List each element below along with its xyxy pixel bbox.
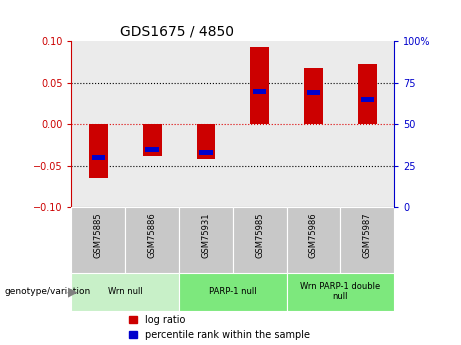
Text: GSM75987: GSM75987 <box>363 212 372 258</box>
Bar <box>287 273 394 310</box>
Legend: log ratio, percentile rank within the sample: log ratio, percentile rank within the sa… <box>130 315 310 340</box>
Text: Wrn PARP-1 double
null: Wrn PARP-1 double null <box>300 282 380 301</box>
Bar <box>179 207 233 273</box>
Text: GSM75885: GSM75885 <box>94 212 103 258</box>
Bar <box>233 207 287 273</box>
Bar <box>307 90 320 95</box>
Bar <box>340 207 394 273</box>
Text: PARP-1 null: PARP-1 null <box>209 287 257 296</box>
Bar <box>145 147 159 151</box>
Text: GSM75931: GSM75931 <box>201 212 210 258</box>
Bar <box>253 89 266 93</box>
Text: genotype/variation: genotype/variation <box>5 287 91 296</box>
Bar <box>92 155 105 160</box>
Bar <box>143 124 161 156</box>
Bar <box>361 97 374 102</box>
Bar <box>196 124 215 159</box>
Bar <box>179 273 287 310</box>
Bar <box>89 124 108 178</box>
Text: Wrn null: Wrn null <box>108 287 142 296</box>
Text: GSM75886: GSM75886 <box>148 212 157 258</box>
Text: GDS1675 / 4850: GDS1675 / 4850 <box>120 25 234 39</box>
Bar <box>250 47 269 124</box>
Bar <box>125 207 179 273</box>
Bar <box>304 68 323 124</box>
Text: GSM75986: GSM75986 <box>309 212 318 258</box>
Bar <box>199 150 213 155</box>
Bar <box>71 273 179 310</box>
Text: ▶: ▶ <box>68 285 78 298</box>
Bar <box>287 207 340 273</box>
Text: GSM75985: GSM75985 <box>255 212 264 258</box>
Bar <box>358 64 377 124</box>
Bar <box>71 207 125 273</box>
